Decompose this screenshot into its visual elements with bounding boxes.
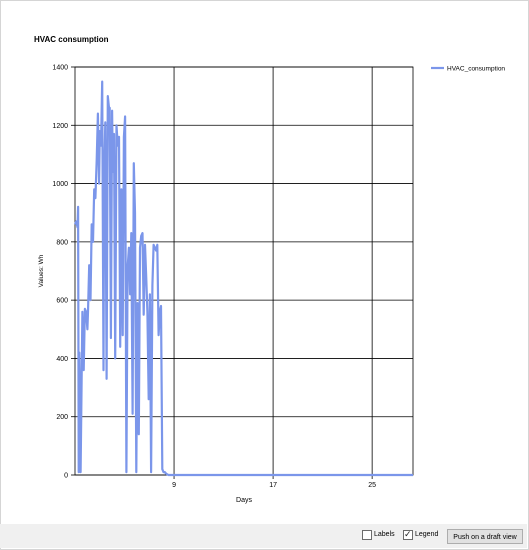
x-tick-label: 25 (368, 482, 376, 489)
series-line-hvac-consumption (73, 80, 413, 477)
y-tick-label: 600 (56, 298, 68, 305)
labels-checkbox[interactable] (362, 530, 372, 540)
x-axis-label: Days (236, 497, 252, 504)
x-tick-label: 9 (172, 482, 176, 489)
y-tick-label: 1400 (52, 65, 68, 72)
y-tick-label: 1000 (52, 181, 68, 188)
line-chart: 0 200 400 600 800 1000 1200 1400 9 17 25 Days Values… (38, 65, 505, 505)
y-tick-label: 400 (56, 356, 68, 363)
labels-checkbox-label: Labels (374, 531, 395, 538)
x-tick-label: 17 (269, 482, 277, 489)
checkmark-icon: ✓ (404, 529, 412, 539)
chart-title: HVAC consumption (34, 35, 109, 44)
y-tick-label: 200 (56, 414, 68, 421)
y-tick-label: 800 (56, 239, 68, 246)
y-axis-label: Values: Wh (38, 254, 45, 287)
y-tick-label: 1200 (52, 123, 68, 130)
push-draft-view-button[interactable]: Push on a draft view (447, 529, 523, 544)
legend-checkbox[interactable]: ✓ (403, 529, 413, 540)
legend-checkbox-label: Legend (415, 531, 439, 538)
y-tick-label: 0 (64, 473, 68, 480)
chart-footer (0, 524, 527, 548)
legend-entry-label: HVAC_consumption (447, 65, 505, 72)
